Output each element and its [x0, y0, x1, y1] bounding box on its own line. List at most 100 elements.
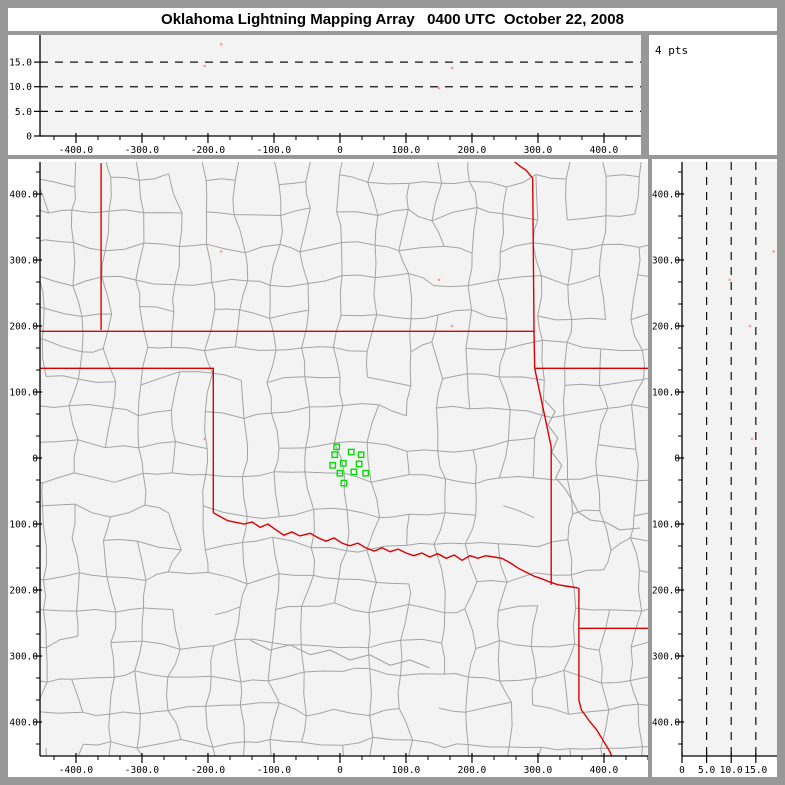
county-line — [608, 703, 639, 711]
ew-tick-label: -100.0 — [257, 765, 292, 776]
county-line — [567, 539, 573, 576]
county-line — [629, 680, 639, 705]
county-line — [598, 348, 602, 386]
county-line — [140, 371, 180, 386]
county-line — [110, 642, 115, 678]
county-line — [108, 209, 144, 214]
county-line — [280, 207, 311, 216]
county-line — [610, 537, 631, 551]
county-line — [367, 182, 379, 216]
county-line — [444, 245, 473, 254]
source-point — [728, 278, 732, 282]
county-line — [211, 282, 216, 310]
county-line — [40, 405, 70, 409]
window-title: Oklahoma Lightning Mapping Array 0400 UT… — [161, 11, 624, 28]
county-line — [143, 472, 173, 475]
county-line — [566, 446, 568, 480]
county-line — [233, 214, 281, 216]
plan-view-map-panel[interactable]: 400.0 300.0 200.0 100.0 0 -100.0 -200.0 -300.0 -… — [8, 159, 648, 777]
ew-tick-label: -100.0 — [257, 145, 292, 155]
county-line — [180, 645, 214, 650]
county-line — [41, 308, 45, 339]
lma-station-marker — [336, 469, 344, 477]
county-line — [40, 187, 50, 214]
county-line — [408, 739, 413, 756]
ns-altitude-panel[interactable]: 400.0 300.0 200.0 100.0 0 -100.0 -200.0 -300.0 -… — [652, 159, 777, 777]
county-line — [108, 714, 112, 742]
county-line — [245, 244, 281, 254]
county-line — [372, 736, 413, 741]
ns-tick-label: -100.0 — [8, 520, 38, 531]
county-line — [47, 678, 72, 683]
county-line — [40, 178, 75, 188]
county-line — [636, 479, 648, 482]
altitude-tick-label: 0 — [26, 132, 32, 143]
county-line — [433, 285, 469, 288]
county-line — [147, 346, 172, 349]
county-line — [332, 315, 342, 348]
county-line — [599, 510, 612, 551]
county-line — [464, 581, 478, 609]
county-line — [445, 478, 476, 485]
county-line — [563, 643, 576, 671]
county-line — [41, 338, 47, 377]
county-line — [239, 704, 245, 742]
county-line — [68, 378, 79, 406]
county-line — [369, 737, 374, 756]
county-line — [433, 542, 466, 545]
county-line — [273, 162, 280, 185]
county-line — [567, 474, 597, 480]
county-line — [42, 505, 47, 547]
county-line — [212, 741, 245, 748]
county-line — [336, 211, 378, 216]
county-line — [498, 543, 538, 548]
county-line — [376, 314, 412, 320]
county-line — [205, 180, 208, 212]
source-point — [750, 437, 754, 441]
county-line — [366, 544, 407, 551]
county-line — [377, 208, 409, 216]
county-line — [71, 504, 76, 539]
county-line — [502, 186, 508, 214]
county-line — [444, 743, 469, 749]
altitude-tick-label: 15.0 — [744, 765, 767, 776]
county-line — [172, 472, 206, 476]
county-line — [334, 602, 369, 614]
county-line — [444, 672, 469, 678]
county-line — [465, 712, 469, 745]
county-line — [569, 748, 572, 756]
county-line — [171, 441, 176, 473]
county-line — [633, 480, 638, 516]
county-line — [170, 410, 176, 442]
county-line — [308, 275, 343, 284]
county-line — [71, 187, 77, 211]
county-line — [635, 449, 639, 481]
county-line — [466, 373, 471, 409]
county-line — [366, 314, 378, 352]
county-line — [630, 274, 639, 320]
county-line — [240, 679, 269, 683]
county-line — [472, 440, 509, 451]
county-line — [571, 569, 604, 576]
county-line — [464, 608, 477, 649]
county-line — [441, 180, 470, 185]
county-line — [564, 342, 568, 386]
county-line — [42, 338, 83, 353]
county-line — [179, 371, 213, 374]
county-line — [206, 211, 235, 216]
ns-tick-label: -400.0 — [8, 718, 38, 729]
county-line — [562, 385, 566, 416]
county-line — [603, 550, 612, 571]
county-line — [279, 215, 283, 245]
ew-altitude-panel[interactable]: 0 5.0 10.0 15.0 -400.0 -300.0 -200.0 -100.0 0 100… — [8, 35, 641, 155]
county-line — [40, 439, 79, 443]
county-line — [269, 283, 309, 288]
altitude-dashed-gridlines — [706, 162, 757, 756]
county-line — [370, 482, 380, 518]
county-line — [343, 473, 348, 510]
county-line — [137, 540, 182, 551]
county-line — [180, 739, 214, 748]
county-line — [530, 646, 537, 679]
county-line — [139, 306, 175, 313]
county-line — [638, 244, 648, 248]
